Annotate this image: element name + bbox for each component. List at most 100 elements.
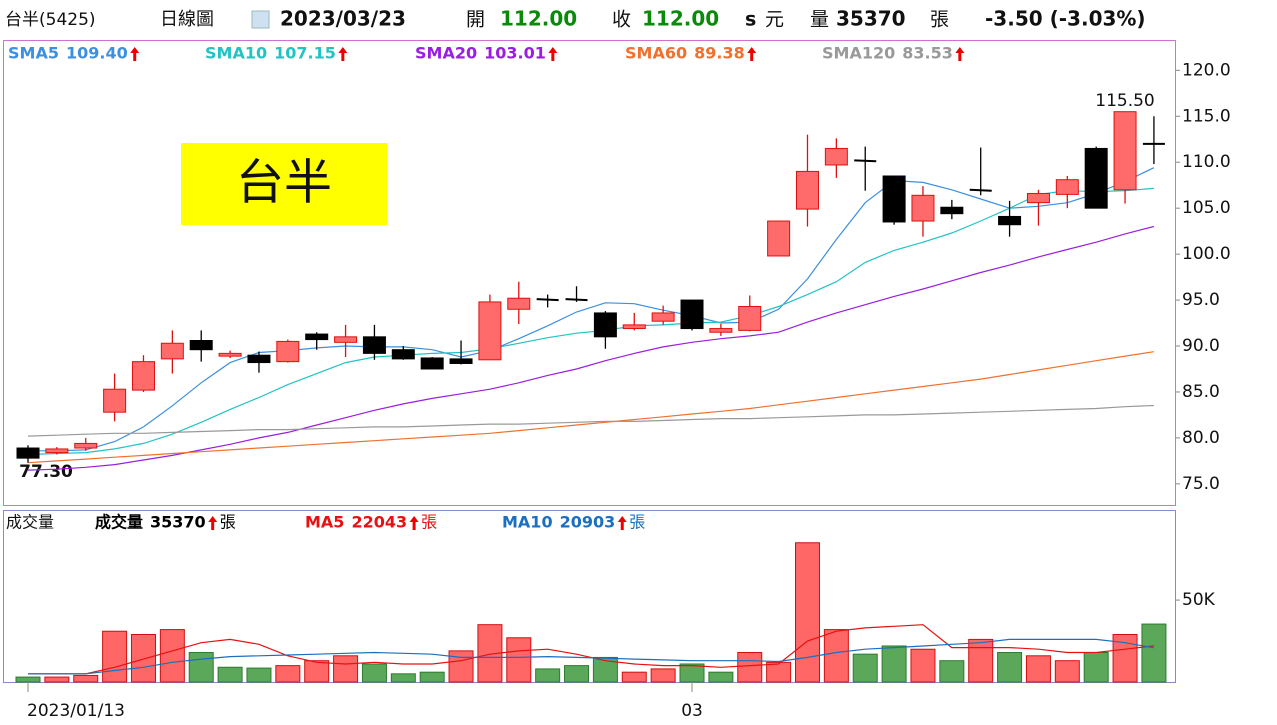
candle-body <box>218 352 242 357</box>
volume-bar <box>130 633 156 683</box>
ma-line <box>27 404 1154 437</box>
volume-bar <box>852 653 878 683</box>
candle-body <box>334 336 358 343</box>
volume-bar <box>304 660 330 683</box>
candle-body <box>565 298 588 302</box>
volume-bar <box>188 652 214 683</box>
candle-body <box>998 215 1022 226</box>
open-price: 112.00 <box>500 7 577 31</box>
candle-body <box>911 194 935 222</box>
volume-bar <box>939 660 965 683</box>
volume-bar <box>15 676 41 683</box>
up-arrow <box>208 516 218 530</box>
candle-body <box>1084 147 1108 209</box>
candle-body <box>536 298 559 302</box>
close-price: 112.00 <box>642 7 719 31</box>
candle-body <box>74 442 98 449</box>
candle-body <box>507 297 531 310</box>
volume: 35370 <box>836 7 906 31</box>
y-tick-label: 110.0 <box>1182 152 1231 172</box>
candle-body <box>854 159 877 163</box>
volume-bar <box>1141 623 1167 683</box>
candle-body <box>160 342 184 360</box>
up-arrow <box>617 516 627 530</box>
volume-ma-line <box>28 638 1155 675</box>
candle-body <box>305 333 329 341</box>
candle-body <box>131 361 155 391</box>
high-label: 115.50 <box>1095 91 1154 111</box>
candle-body <box>189 340 213 351</box>
date: 2023/03/23 <box>280 7 406 31</box>
candle-body <box>969 188 992 192</box>
legend-value: 89.38 <box>694 44 745 63</box>
volume-bar <box>650 668 676 683</box>
candle-body <box>622 324 646 330</box>
legend-unit: 張 <box>629 513 645 532</box>
s-mark: s <box>745 9 756 31</box>
candle-body <box>593 312 617 338</box>
volume-bar <box>102 630 128 683</box>
up-arrow <box>548 47 558 61</box>
candle-body <box>45 448 69 454</box>
volume-unit: 張 <box>930 9 949 31</box>
legend-name: SMA120 <box>822 44 895 63</box>
volume-bar <box>881 645 907 683</box>
up-arrow <box>338 47 348 61</box>
volume-bar <box>910 648 936 683</box>
annotation-box <box>181 143 387 225</box>
y-tick-label: 105.0 <box>1182 198 1231 218</box>
candle-body <box>738 306 762 331</box>
candle-body <box>767 220 791 257</box>
legend-name: MA10 <box>502 513 553 532</box>
volume-bar <box>997 652 1023 683</box>
dropdown[interactable] <box>251 10 270 29</box>
candle-body <box>1026 192 1050 204</box>
y-tick-label: 95.0 <box>1182 290 1220 310</box>
volume-bar <box>564 665 590 683</box>
low-label: 77.30 <box>19 462 73 482</box>
volume-bar <box>621 671 647 683</box>
volume-bar <box>361 663 387 683</box>
candle-body <box>420 357 444 370</box>
y-tick-label: 85.0 <box>1182 382 1220 402</box>
stock-name: 台半(5425) <box>5 10 96 30</box>
candle-body <box>651 312 675 322</box>
legend-name: SMA10 <box>205 44 267 63</box>
volume-bar <box>73 674 99 683</box>
up-arrow <box>747 47 757 61</box>
period[interactable]: 日線圖 <box>160 9 214 30</box>
candle-body <box>1055 179 1079 195</box>
y-tick-label: 90.0 <box>1182 336 1220 356</box>
ma-line <box>28 167 1155 452</box>
candle-body <box>362 336 386 354</box>
volume-bar <box>535 668 561 683</box>
legend-value: 83.53 <box>902 44 953 63</box>
candle-body <box>16 447 40 459</box>
up-arrow <box>130 47 140 61</box>
volume-bar <box>968 638 994 683</box>
up-arrow <box>409 516 419 530</box>
volume-bar <box>708 671 734 683</box>
candle-body <box>882 175 906 223</box>
y-tick-label: 100.0 <box>1182 244 1231 264</box>
legend-value: 107.15 <box>274 44 336 63</box>
y-tick-label: 75.0 <box>1182 474 1220 494</box>
ma-line <box>27 187 1154 456</box>
volume-bar <box>794 542 820 683</box>
volume-panel <box>3 510 1176 683</box>
volume-bar <box>823 629 849 683</box>
y-tick-label: 120.0 <box>1182 60 1231 80</box>
annotation-title: 台半 <box>236 155 332 211</box>
volume-bar <box>737 652 763 683</box>
candle-body <box>391 349 415 360</box>
price-panel <box>3 40 1176 506</box>
ma-line <box>27 225 1155 471</box>
legend-name: MA5 <box>305 513 344 532</box>
volume-bar <box>159 629 185 683</box>
ma-line <box>27 351 1154 464</box>
close-label: 收 <box>612 9 631 31</box>
up-arrow <box>955 47 965 61</box>
volume-bar <box>419 671 445 683</box>
